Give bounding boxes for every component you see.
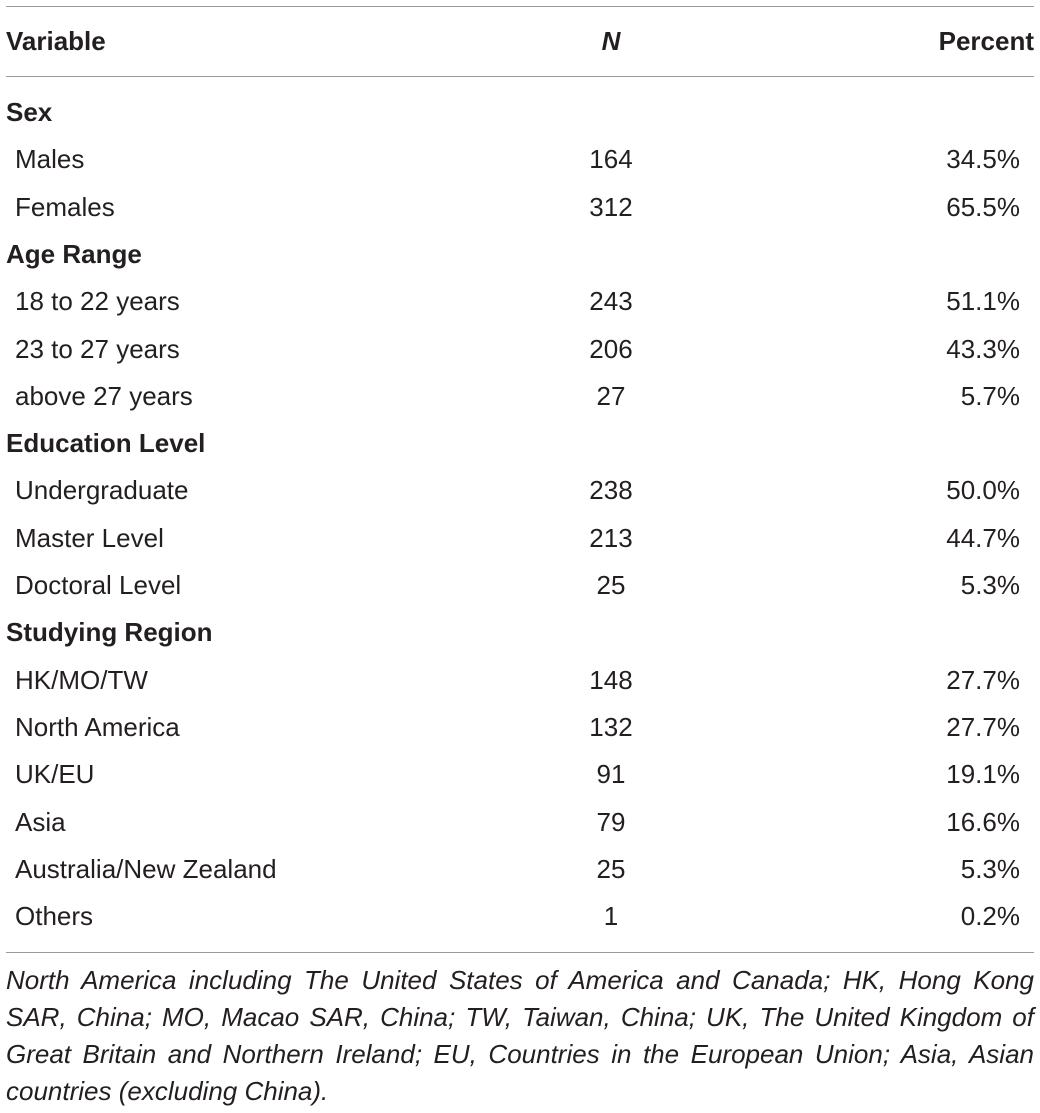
row-percent: 43.3% — [946, 333, 1020, 364]
row-n: 213 — [589, 522, 633, 553]
row-percent: 51.1% — [946, 286, 1020, 317]
row-percent: 65.5% — [946, 191, 1020, 222]
row-percent: 5.3% — [960, 853, 1020, 884]
row-n: 91 — [596, 759, 626, 790]
bottom-rule — [6, 952, 1034, 953]
row-label: Master Level — [15, 522, 164, 553]
row-label: Australia/New Zealand — [15, 853, 277, 884]
header-variable: Variable — [6, 26, 106, 56]
row-label: Others — [15, 901, 94, 932]
row-percent: 44.7% — [946, 522, 1020, 553]
row-label: 18 to 22 years — [15, 286, 180, 317]
row-percent: 19.1% — [946, 759, 1020, 790]
row-n: 164 — [589, 144, 633, 175]
row-n: 1 — [603, 901, 619, 932]
section-title: Studying Region — [6, 617, 213, 648]
section-title: Education Level — [6, 428, 206, 459]
row-n: 312 — [589, 191, 633, 222]
row-percent: 27.7% — [946, 711, 1020, 742]
row-label: Doctoral Level — [15, 570, 182, 600]
row-percent: 16.6% — [946, 806, 1020, 837]
header-percent: Percent — [938, 26, 1034, 56]
row-label: North America — [15, 711, 180, 742]
row-percent: 5.7% — [960, 380, 1020, 411]
row-label: Undergraduate — [15, 475, 189, 506]
row-percent: 5.3% — [960, 570, 1020, 600]
row-label: above 27 years — [15, 380, 193, 411]
header-n: N — [601, 26, 621, 56]
section-title: Age Range — [6, 238, 142, 269]
row-n: 27 — [596, 380, 626, 411]
row-label: UK/EU — [15, 759, 95, 790]
row-n: 206 — [589, 333, 633, 364]
row-label: Asia — [15, 806, 66, 837]
row-percent: 0.2% — [960, 901, 1020, 932]
row-percent: 34.5% — [946, 144, 1020, 175]
row-percent: 27.7% — [946, 664, 1020, 695]
row-n: 243 — [589, 286, 633, 317]
row-n: 79 — [596, 806, 626, 837]
row-label: HK/MO/TW — [15, 664, 148, 695]
section-title: Sex — [6, 97, 53, 127]
row-label: 23 to 27 years — [15, 333, 180, 364]
row-label: Females — [15, 191, 115, 222]
top-rule — [6, 6, 1034, 7]
row-percent: 50.0% — [946, 475, 1020, 506]
row-n: 148 — [589, 664, 633, 695]
header-rule — [6, 76, 1034, 77]
row-label: Males — [15, 144, 85, 175]
row-n: 238 — [589, 475, 633, 506]
footnote: North America including The United State… — [6, 965, 1034, 1106]
row-n: 132 — [589, 711, 633, 742]
row-n: 25 — [596, 570, 626, 600]
row-n: 25 — [596, 853, 626, 884]
